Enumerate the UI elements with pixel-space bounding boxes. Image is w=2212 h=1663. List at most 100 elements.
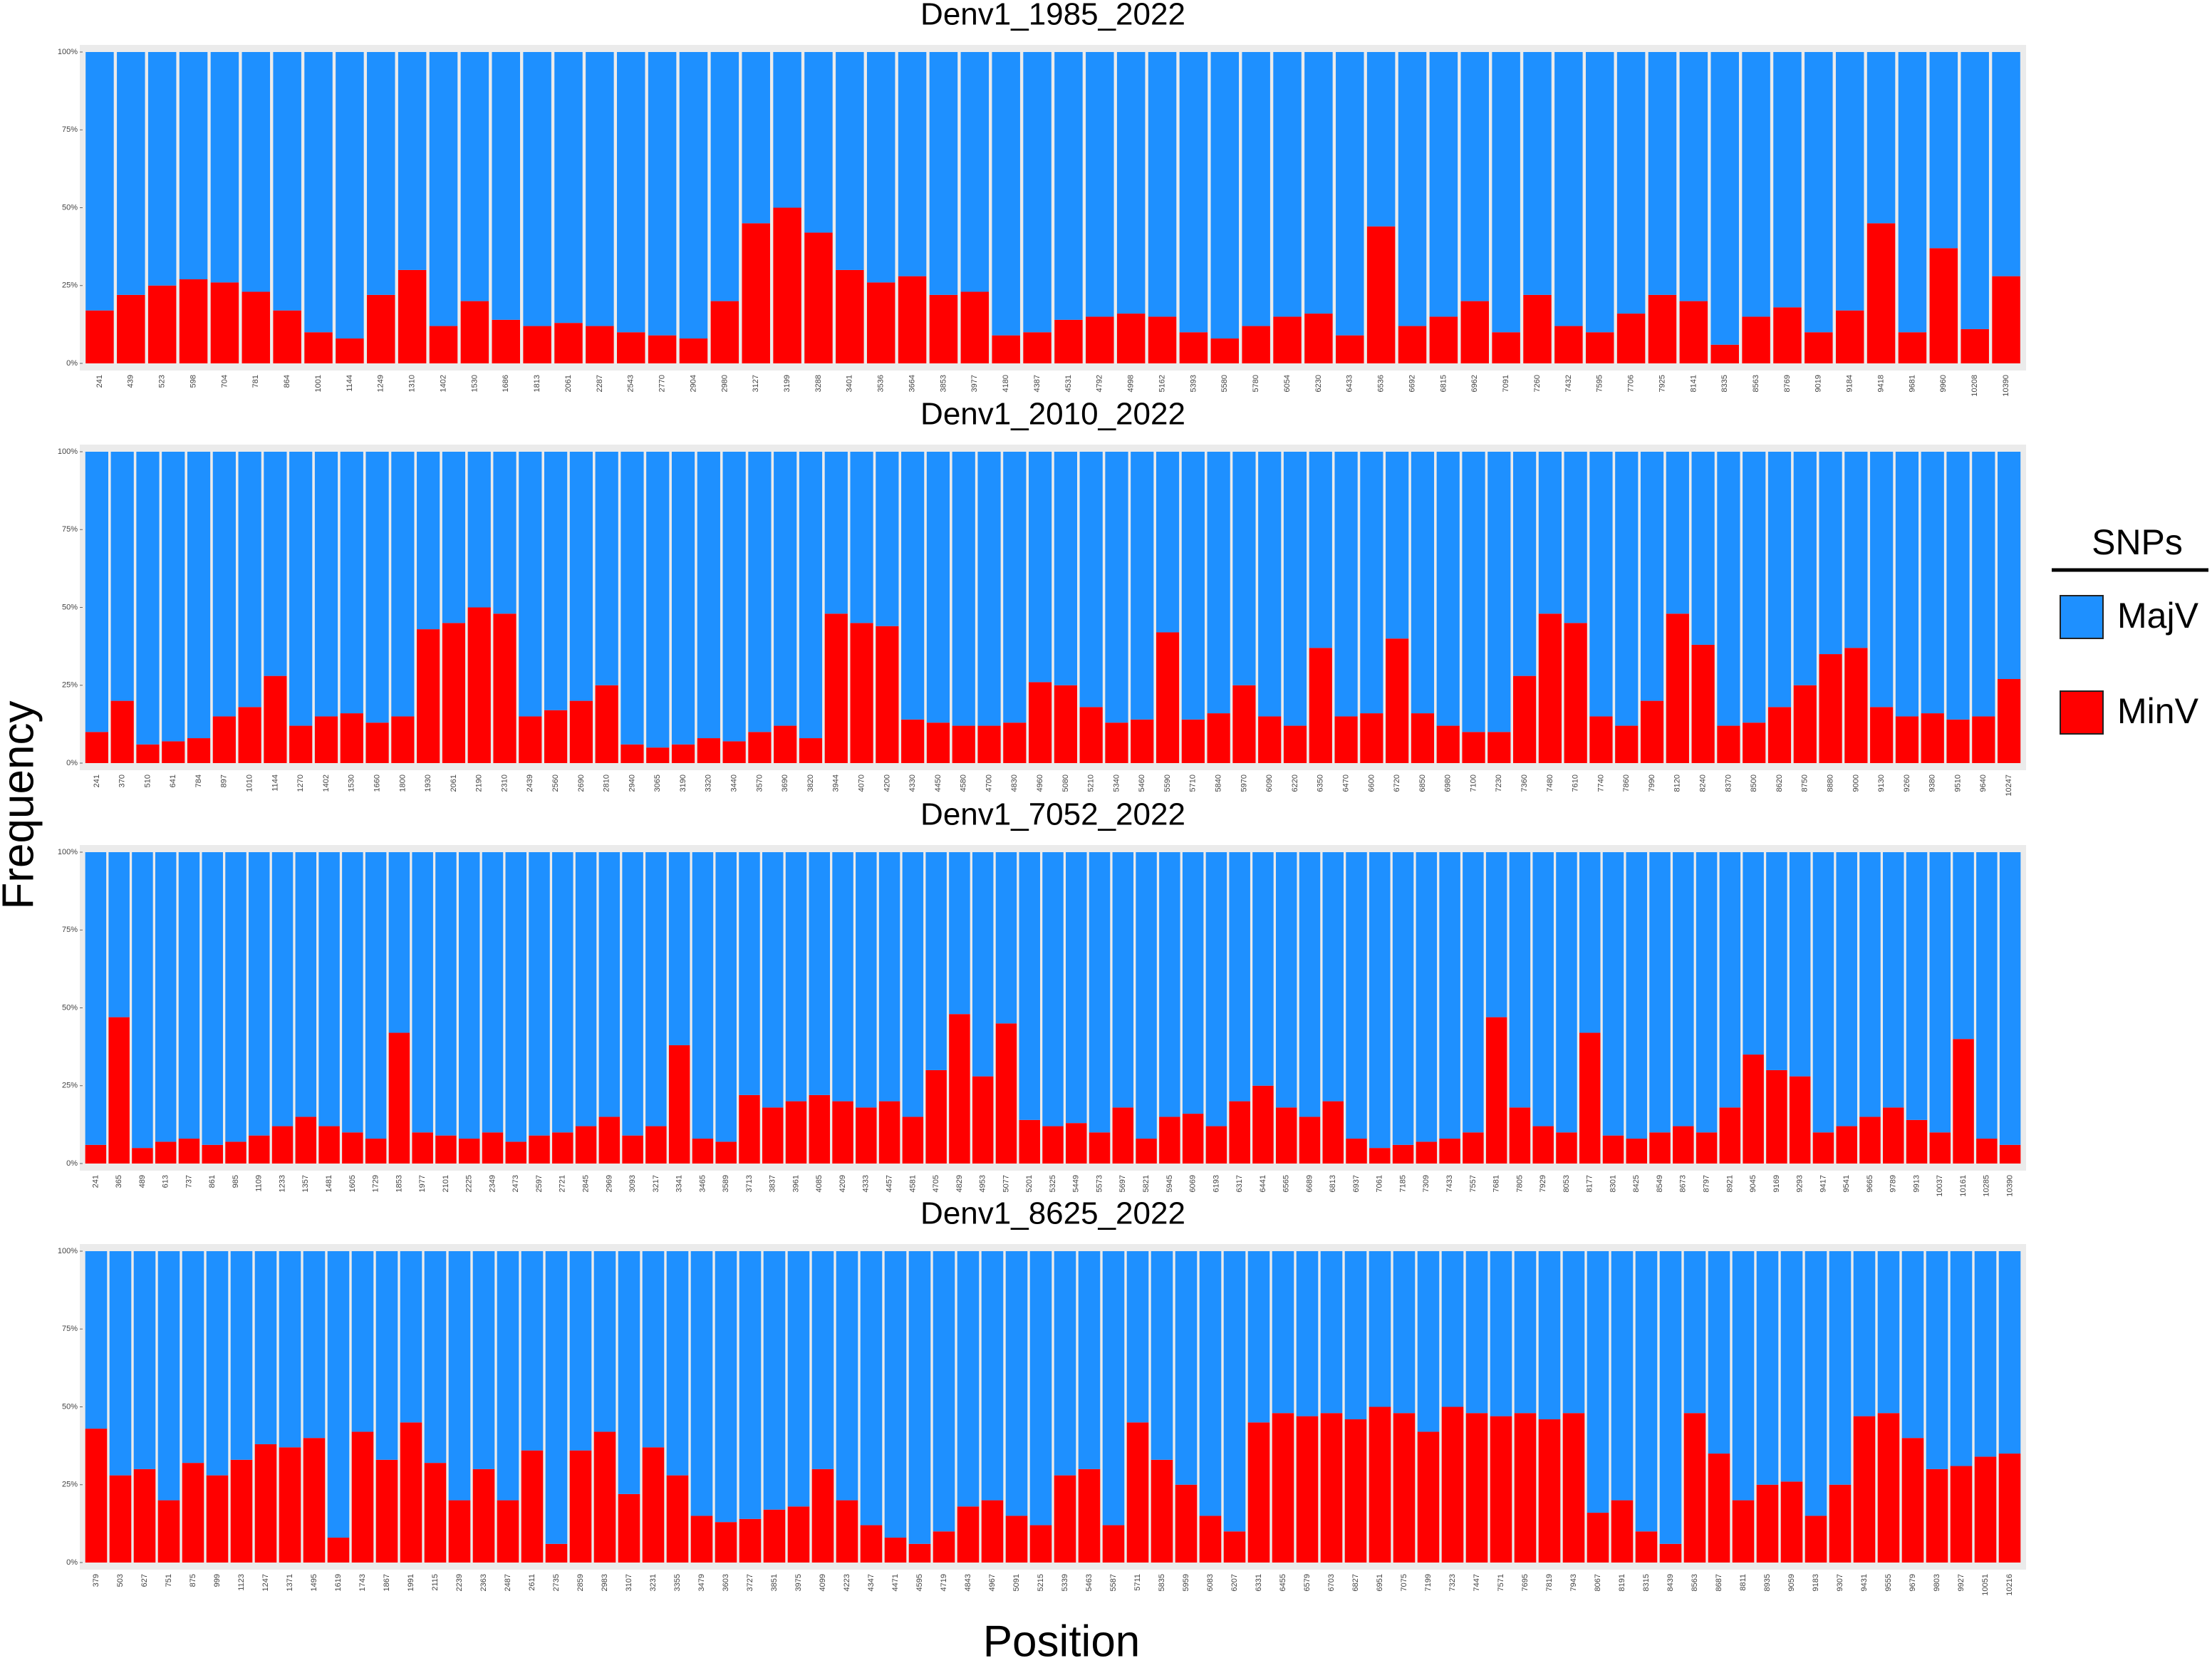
bar-segment xyxy=(132,1148,153,1164)
bar-segment xyxy=(304,52,333,333)
x-tick-label: 3837 xyxy=(769,1175,777,1192)
bar-segment xyxy=(595,452,618,685)
bar-segment xyxy=(1366,226,1396,363)
bar-segment xyxy=(1679,301,1708,363)
bar-segment xyxy=(417,452,440,630)
x-tick-label: 5091 xyxy=(1012,1574,1021,1591)
x-tick-label: 7740 xyxy=(1596,774,1605,792)
x-tick-label: 9681 xyxy=(1908,375,1916,392)
bar-segment xyxy=(327,1538,350,1563)
bar-segment xyxy=(569,700,593,763)
bar-segment xyxy=(1895,452,1919,717)
bar-segment xyxy=(1151,1251,1173,1460)
panel-title: Denv1_7052_2022 xyxy=(920,797,1185,832)
bar-segment xyxy=(1386,452,1409,639)
bar-segment xyxy=(876,626,899,763)
bar-segment xyxy=(1756,1484,1779,1563)
bar-segment xyxy=(1258,452,1282,717)
bar-segment xyxy=(242,291,271,363)
x-tick-label: 864 xyxy=(283,375,291,388)
bar-segment xyxy=(1462,732,1485,763)
bar-segment xyxy=(1929,52,1958,249)
bar-segment xyxy=(529,852,550,1136)
x-tick-label: 7061 xyxy=(1376,1175,1384,1192)
bar-segment xyxy=(1487,452,1511,732)
y-tick-label: 75% xyxy=(62,926,78,934)
bar-segment xyxy=(1719,852,1741,1108)
bar-segment xyxy=(668,852,690,1045)
x-tick-label: 1977 xyxy=(418,1175,427,1192)
bar-segment xyxy=(668,1045,690,1164)
bar-segment xyxy=(618,1251,640,1494)
bar-segment xyxy=(155,1141,177,1164)
bar-segment xyxy=(529,1135,550,1164)
bar-segment xyxy=(671,744,695,763)
x-tick-label: 7480 xyxy=(1546,774,1554,792)
bar-segment xyxy=(271,1126,294,1164)
bar-segment xyxy=(742,223,770,363)
bar-segment xyxy=(1029,1251,1052,1525)
x-tick-label: 4580 xyxy=(960,774,968,792)
x-tick-label: 1530 xyxy=(470,375,479,392)
x-tick-label: 2611 xyxy=(528,1574,536,1591)
panel-title: Denv1_2010_2022 xyxy=(920,397,1185,432)
x-tick-label: 8335 xyxy=(1720,375,1729,392)
bar-segment xyxy=(1780,1251,1803,1482)
x-tick-label: 5711 xyxy=(1133,1574,1142,1591)
bar-segment xyxy=(1393,1251,1416,1414)
bar-segment xyxy=(327,1251,350,1538)
bar-segment xyxy=(1229,852,1250,1102)
y-tick-label: 75% xyxy=(62,1325,78,1333)
x-tick-label: 6433 xyxy=(1346,375,1354,392)
bar-segment xyxy=(1961,52,1989,329)
bar-segment xyxy=(1513,675,1537,763)
bar-segment xyxy=(1223,1531,1246,1563)
bar-segment xyxy=(342,1132,363,1164)
bar-segment xyxy=(1992,276,2020,363)
bar-segment xyxy=(1679,52,1708,301)
bar-segment xyxy=(304,332,333,363)
x-tick-label: 5945 xyxy=(1165,1175,1174,1192)
x-tick-label: 9665 xyxy=(1866,1175,1874,1192)
bar-segment xyxy=(1513,452,1537,676)
x-tick-label: 7706 xyxy=(1627,375,1636,392)
x-tick-label: 6441 xyxy=(1259,1175,1267,1192)
bar-segment xyxy=(1866,223,1896,363)
bar-segment xyxy=(1054,685,1077,763)
bar-segment xyxy=(1587,1513,1609,1563)
x-tick-label: 4223 xyxy=(843,1574,851,1591)
bar-segment xyxy=(569,1450,592,1563)
x-tick-label: 2721 xyxy=(559,1175,567,1192)
x-tick-label: 1010 xyxy=(246,774,254,792)
bar-segment xyxy=(1829,1251,1852,1485)
bar-segment xyxy=(295,852,317,1117)
bar-segment xyxy=(365,722,389,763)
bar-segment xyxy=(1490,1416,1512,1563)
bar-segment xyxy=(690,1251,713,1516)
bar-segment xyxy=(147,52,177,286)
bar-segment xyxy=(1683,1251,1706,1414)
bar-segment xyxy=(210,52,239,283)
bar-segment xyxy=(435,1135,457,1164)
bar-segment xyxy=(1126,1422,1149,1563)
x-tick-label: 7075 xyxy=(1400,1574,1408,1591)
x-tick-label: 9803 xyxy=(1933,1574,1941,1591)
bar-segment xyxy=(1742,52,1770,317)
bar-segment xyxy=(133,1251,156,1469)
bar-segment xyxy=(1523,294,1552,363)
x-tick-label: 7681 xyxy=(1492,1175,1501,1192)
bar-segment xyxy=(1148,52,1177,317)
x-tick-label: 4531 xyxy=(1064,375,1073,392)
bar-segment xyxy=(1304,52,1333,314)
bar-segment xyxy=(289,452,313,726)
x-tick-label: 9045 xyxy=(1749,1175,1757,1192)
bar-segment xyxy=(598,852,620,1117)
x-tick-label: 2597 xyxy=(535,1175,544,1192)
bar-segment xyxy=(1921,713,1944,763)
x-tick-label: 1495 xyxy=(310,1574,318,1591)
bar-segment xyxy=(179,279,208,363)
x-tick-label: 7929 xyxy=(1539,1175,1547,1192)
bar-segment xyxy=(1532,1126,1554,1164)
bar-segment xyxy=(1659,1543,1682,1563)
x-tick-label: 241 xyxy=(95,375,104,388)
